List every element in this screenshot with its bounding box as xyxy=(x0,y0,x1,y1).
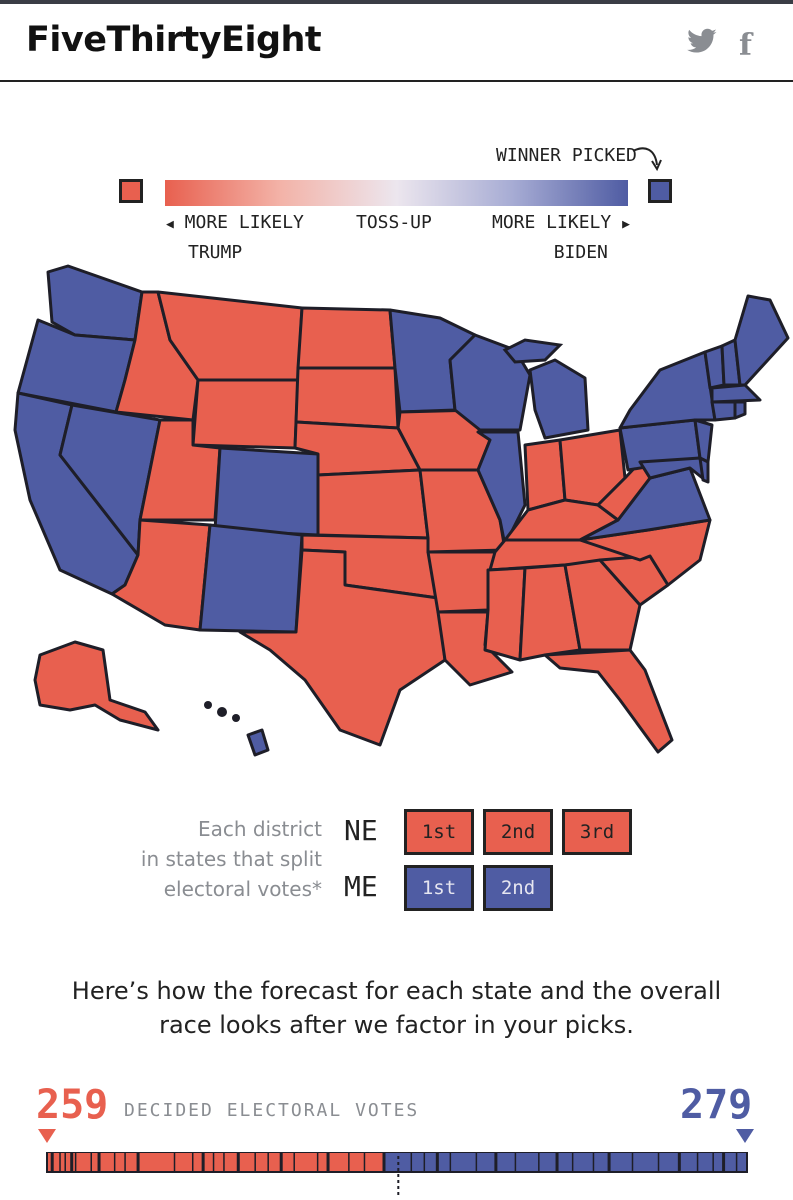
site-header: FiveThirtyEight f xyxy=(0,4,793,82)
state-maryland xyxy=(638,456,707,482)
decided-electoral-votes-label: DECIDED ELECTORAL VOTES xyxy=(124,1100,420,1121)
me-label: ME xyxy=(344,870,378,903)
state-indiana xyxy=(523,438,567,512)
electoral-votes-bar xyxy=(46,1152,748,1198)
probability-gradient-bar xyxy=(165,180,628,206)
state-new-york xyxy=(618,350,717,430)
state-kansas xyxy=(316,468,430,540)
state-texas xyxy=(238,548,447,747)
state-wisconsin xyxy=(448,333,532,432)
me-district-2-button[interactable]: 2nd xyxy=(483,865,553,911)
state-hawaii xyxy=(246,728,270,757)
curved-arrow-icon xyxy=(632,147,662,172)
state-illinois xyxy=(476,430,527,547)
me-district-1-button[interactable]: 1st xyxy=(404,865,474,911)
state-south-dakota xyxy=(294,366,400,430)
district-note: Each district in states that split elect… xyxy=(140,817,322,901)
state-north-dakota xyxy=(296,306,397,370)
state-georgia xyxy=(563,558,642,652)
state-wyoming xyxy=(191,378,300,450)
left-triangle-icon: ◀ xyxy=(166,217,174,232)
state-connecticut xyxy=(710,400,737,422)
forecast-caption: Here’s how the forecast for each state a… xyxy=(71,977,722,1039)
biden-marker-icon xyxy=(736,1129,754,1143)
state-colorado xyxy=(213,446,320,537)
ne-district-2-button[interactable]: 2nd xyxy=(483,809,553,855)
ne-label: NE xyxy=(344,814,378,847)
state-new-mexico xyxy=(198,523,304,634)
trump-marker-icon xyxy=(38,1129,56,1143)
state-arkansas xyxy=(426,550,497,614)
toss-up-label: TOSS-UP xyxy=(356,212,432,233)
ne-district-3-button[interactable]: 3rd xyxy=(562,809,632,855)
hawaii-islet xyxy=(232,714,240,722)
state-florida xyxy=(543,648,674,754)
state-mississippi xyxy=(483,566,527,662)
more-likely-trump-label: ◀ MORE LIKELY TRUMP xyxy=(166,212,304,263)
trump-winner-swatch[interactable] xyxy=(119,179,143,203)
state-michigan xyxy=(528,358,590,440)
winner-picked-label: WINNER PICKED xyxy=(496,145,662,172)
state-massachusetts xyxy=(710,383,762,404)
more-likely-biden-label: MORE LIKELY ▶ BIDEN xyxy=(492,212,630,263)
hawaii-islet xyxy=(217,707,227,717)
top-border xyxy=(0,0,793,4)
biden-winner-swatch[interactable] xyxy=(648,179,672,203)
trump-electoral-votes: 259 xyxy=(36,1082,109,1128)
site-logo[interactable]: FiveThirtyEight xyxy=(26,20,322,60)
state-maine xyxy=(733,294,790,387)
state-rhode-island xyxy=(733,400,747,420)
us-electoral-map[interactable] xyxy=(0,260,793,780)
state-delaware xyxy=(698,456,710,484)
ne-district-1-button[interactable]: 1st xyxy=(404,809,474,855)
right-triangle-icon: ▶ xyxy=(622,217,630,232)
hawaii-islet xyxy=(204,701,212,709)
state-michigan-upper xyxy=(502,338,564,364)
facebook-icon[interactable]: f xyxy=(739,28,752,63)
state-alaska xyxy=(33,640,160,732)
biden-electoral-votes: 279 xyxy=(680,1082,753,1128)
twitter-icon[interactable] xyxy=(686,28,718,64)
